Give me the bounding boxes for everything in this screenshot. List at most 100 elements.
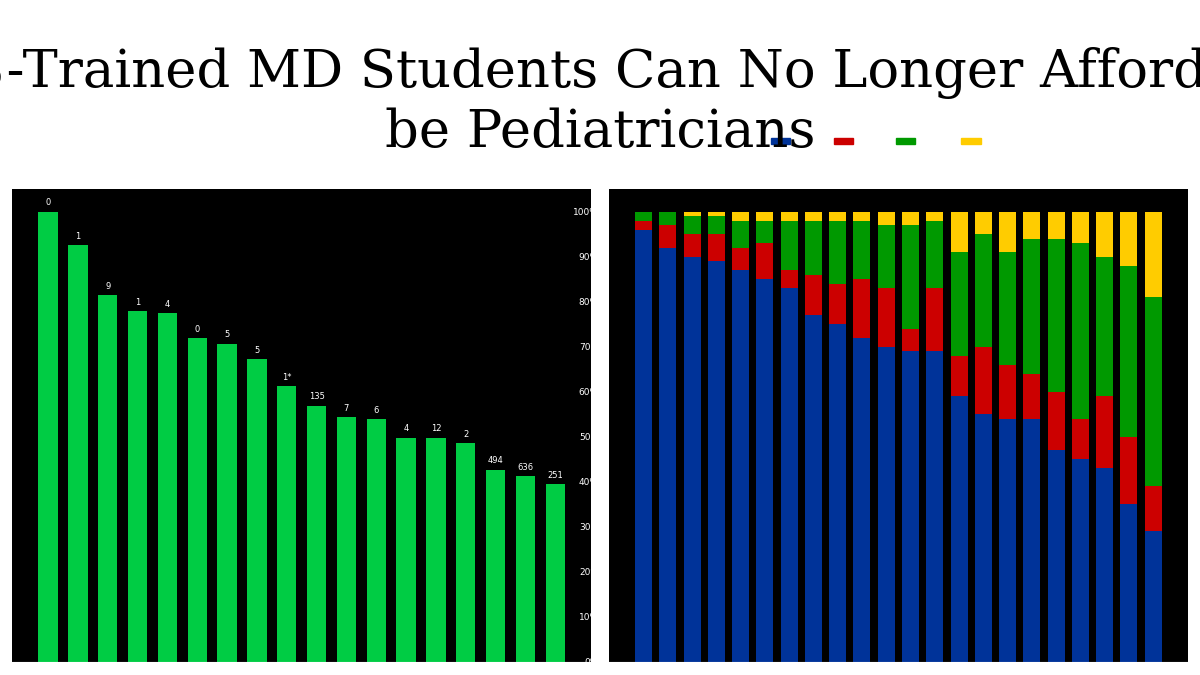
Text: 4: 4 — [164, 300, 170, 309]
Bar — [426, 437, 445, 662]
Bar — [684, 216, 701, 234]
Bar — [950, 211, 967, 252]
Bar — [1024, 418, 1040, 662]
Bar — [708, 234, 725, 261]
Bar — [853, 211, 870, 221]
Text: 12: 12 — [431, 425, 442, 433]
Bar — [902, 225, 919, 329]
Text: 1: 1 — [76, 232, 80, 240]
Bar — [157, 313, 178, 662]
Bar — [708, 211, 725, 216]
Legend: MD, DO, IMG, Unfilled: MD, DO, IMG, Unfilled — [767, 132, 1030, 151]
Bar — [708, 216, 725, 234]
Bar — [829, 221, 846, 284]
Bar — [756, 243, 773, 279]
Bar — [950, 252, 967, 356]
Text: 636: 636 — [517, 463, 534, 472]
Text: 9: 9 — [106, 281, 110, 291]
Text: 494: 494 — [487, 456, 504, 465]
Bar — [635, 221, 652, 230]
Bar — [926, 221, 943, 288]
Bar — [974, 414, 991, 662]
Bar — [1048, 211, 1064, 238]
Bar — [805, 315, 822, 662]
Bar — [877, 346, 895, 662]
Bar — [546, 484, 565, 662]
Text: 0: 0 — [194, 325, 200, 333]
Bar — [217, 344, 236, 662]
Bar — [1000, 418, 1016, 662]
Text: 5: 5 — [224, 331, 229, 340]
Bar — [1000, 364, 1016, 418]
Bar — [805, 211, 822, 221]
Bar — [187, 338, 206, 662]
Bar — [877, 211, 895, 225]
Bar — [1145, 486, 1162, 531]
Bar — [877, 225, 895, 288]
Bar — [128, 311, 148, 662]
Bar — [659, 248, 677, 662]
Bar — [829, 324, 846, 662]
Bar — [307, 406, 326, 662]
Text: 251: 251 — [547, 470, 563, 480]
Bar — [853, 221, 870, 279]
Bar — [974, 211, 991, 234]
Bar — [1048, 238, 1064, 392]
Bar — [950, 356, 967, 396]
Bar — [1145, 297, 1162, 486]
Bar — [732, 248, 749, 270]
Bar — [1145, 531, 1162, 662]
Text: 4: 4 — [403, 425, 409, 433]
Bar — [805, 221, 822, 275]
Text: 0: 0 — [46, 198, 50, 207]
Bar — [732, 221, 749, 248]
Bar — [1072, 418, 1088, 459]
Bar — [781, 288, 798, 662]
Bar — [781, 211, 798, 221]
Text: 135: 135 — [308, 392, 324, 401]
Bar — [926, 288, 943, 351]
Bar — [1024, 373, 1040, 418]
Bar — [68, 245, 88, 662]
Bar — [684, 234, 701, 256]
Bar — [902, 329, 919, 351]
Text: 1: 1 — [134, 298, 140, 306]
Text: 7: 7 — [343, 404, 349, 413]
Bar — [1048, 450, 1064, 662]
Bar — [1000, 252, 1016, 364]
Bar — [1048, 392, 1064, 450]
Bar — [1072, 211, 1088, 243]
Title: Average annual compensation and unfilled residency positions: Average annual compensation and unfilled… — [61, 169, 542, 184]
Bar — [659, 225, 677, 248]
Bar — [1096, 468, 1114, 662]
Bar — [781, 270, 798, 288]
Text: 6: 6 — [373, 406, 379, 415]
Bar — [635, 230, 652, 662]
Bar — [486, 470, 505, 662]
Bar — [732, 211, 749, 221]
Bar — [781, 221, 798, 270]
Bar — [732, 270, 749, 662]
Text: 1*: 1* — [282, 373, 292, 381]
Bar — [396, 437, 415, 662]
Bar — [926, 351, 943, 662]
Bar — [1024, 211, 1040, 238]
Bar — [756, 211, 773, 221]
Bar — [974, 234, 991, 346]
Bar — [1121, 211, 1138, 265]
Text: US-Trained MD Students Can No Longer Afford to
be Pediatricians: US-Trained MD Students Can No Longer Aff… — [0, 47, 1200, 158]
Bar — [853, 338, 870, 662]
Bar — [974, 346, 991, 414]
Bar — [1072, 459, 1088, 662]
Bar — [902, 211, 919, 225]
Bar — [756, 221, 773, 243]
Bar — [38, 211, 58, 662]
Bar — [902, 351, 919, 662]
Bar — [1121, 437, 1138, 504]
Bar — [1096, 396, 1114, 468]
Bar — [805, 275, 822, 315]
Bar — [1145, 211, 1162, 297]
Bar — [277, 386, 296, 662]
Bar — [1096, 256, 1114, 396]
Bar — [853, 279, 870, 338]
